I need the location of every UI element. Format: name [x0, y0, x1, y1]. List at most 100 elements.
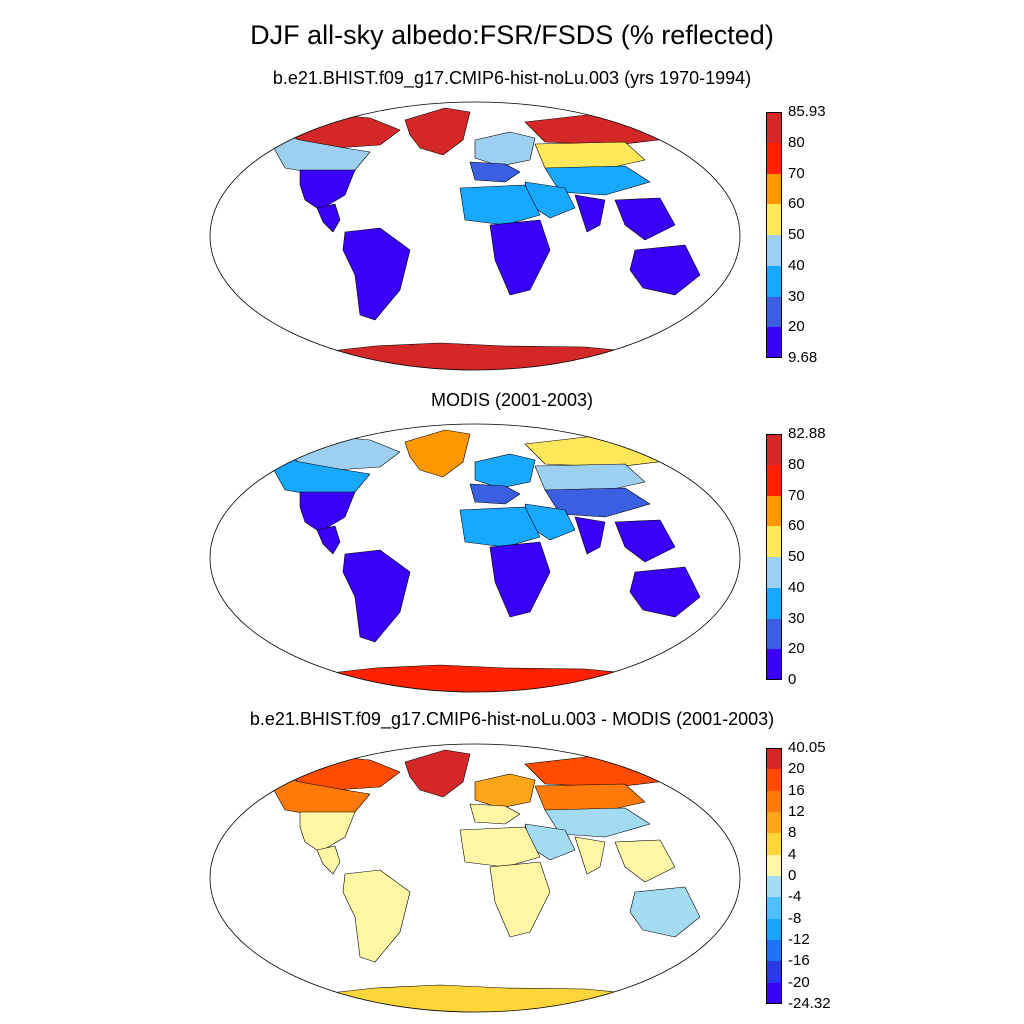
- colorbar-label: 20: [788, 640, 805, 658]
- colorbar-swatch: [766, 649, 782, 680]
- colorbar-swatch: [766, 854, 782, 876]
- region-southeast-asia: [614, 197, 676, 241]
- map-border: [209, 743, 741, 1013]
- colorbar-swatch: [766, 142, 782, 174]
- colorbar-swatch: [766, 790, 782, 812]
- region-southeast-asia: [614, 839, 676, 883]
- region-europe-north: [474, 453, 536, 489]
- colorbar-swatch: [766, 526, 782, 557]
- region-europe-south: [469, 483, 521, 505]
- colorbar-label: 80: [788, 455, 805, 473]
- region-russia-south: [534, 141, 646, 171]
- colorbar-swatch: [766, 265, 782, 297]
- region-russia-north: [524, 435, 676, 468]
- panel-1-colorbar: 85.93 80 70 60 50 40 30 20 9.68: [766, 103, 846, 366]
- colorbar-swatch: [766, 897, 782, 919]
- region-antarctica: [302, 984, 648, 1012]
- region-europe-south: [469, 161, 521, 183]
- region-africa-south: [489, 861, 551, 938]
- colorbar-label: 20: [788, 318, 805, 336]
- colorbar-label: 70: [788, 164, 805, 182]
- panel-2-colorbar: 82.88 80 70 60 50 40 30 20 0: [766, 425, 846, 688]
- colorbar-swatch: [766, 204, 782, 235]
- colorbar-swatch: [766, 812, 782, 834]
- colorbar-label: -8: [788, 909, 802, 927]
- region-africa-north: [459, 506, 541, 548]
- colorbar-frame: [766, 748, 782, 1004]
- region-russia-north: [524, 755, 676, 788]
- colorbar-swatch: [766, 112, 782, 143]
- colorbar-swatch: [766, 876, 782, 898]
- colorbar-label: 40.05: [788, 739, 826, 756]
- colorbar-swatch: [766, 961, 782, 983]
- colorbar-label: 16: [788, 781, 805, 799]
- panel-1-subtitle: b.e21.BHIST.f09_g17.CMIP6-hist-noLu.003 …: [272, 68, 752, 88]
- region-russia-south: [534, 783, 646, 813]
- region-north-america-south: [299, 491, 356, 533]
- colorbar-swatch: [766, 982, 782, 1004]
- panel-3-colorbar: 40.05 20 16 12 8 4 0 -4 -8 -12 -16 -20 -24.32: [766, 739, 846, 1012]
- panel-1-map: [209, 101, 741, 371]
- colorbar-label: 9.68: [788, 349, 818, 366]
- region-south-america: [342, 227, 411, 321]
- colorbar-label: 20: [788, 760, 805, 778]
- region-north-america-south: [299, 169, 356, 211]
- colorbar-swatch: [766, 173, 782, 205]
- map-border: [209, 423, 741, 693]
- colorbar-swatch: [766, 618, 782, 650]
- region-africa-north: [459, 184, 541, 226]
- region-europe-north: [474, 773, 536, 809]
- region-africa-north: [459, 826, 541, 868]
- colorbar-label: 80: [788, 133, 805, 151]
- colorbar-swatch: [766, 464, 782, 496]
- colorbar-label: 60: [788, 195, 805, 213]
- region-india: [574, 516, 606, 555]
- colorbar-label: -16: [788, 952, 810, 970]
- colorbar-label: -24.32: [788, 995, 831, 1012]
- colorbar-label: 4: [788, 845, 797, 863]
- region-europe-south: [469, 803, 521, 825]
- colorbar-frame: [766, 434, 782, 680]
- region-greenland: [404, 749, 471, 798]
- map-border: [209, 101, 741, 371]
- colorbar-swatch: [766, 748, 782, 770]
- colorbar-label: -20: [788, 973, 810, 991]
- region-greenland: [404, 429, 471, 478]
- colorbar-label: 85.93: [788, 103, 826, 120]
- colorbar-label: 30: [788, 609, 805, 627]
- region-australia: [629, 244, 701, 296]
- region-southeast-asia: [614, 519, 676, 563]
- colorbar-label: 40: [788, 256, 805, 274]
- region-south-america: [342, 549, 411, 643]
- region-russia-south: [534, 463, 646, 493]
- figure-title: DJF all-sky albedo:FSR/FSDS (% reflected…: [250, 20, 774, 50]
- colorbar-label: 8: [788, 824, 797, 842]
- panel-2-subtitle: MODIS (2001-2003): [430, 390, 594, 410]
- region-north-america-south: [299, 811, 356, 853]
- colorbar-swatch: [766, 557, 782, 588]
- colorbar-label: 82.88: [788, 425, 826, 442]
- colorbar-frame: [766, 112, 782, 358]
- colorbar-swatch: [766, 235, 782, 266]
- region-central-america: [316, 845, 341, 875]
- colorbar-label: 40: [788, 578, 805, 596]
- panel-3-subtitle: b.e21.BHIST.f09_g17.CMIP6-hist-noLu.003 …: [249, 709, 775, 729]
- region-antarctica: [302, 342, 648, 370]
- region-russia-north: [524, 113, 676, 146]
- region-australia: [629, 886, 701, 938]
- colorbar-label: 50: [788, 548, 805, 565]
- colorbar-swatch: [766, 434, 782, 465]
- region-europe-north: [474, 131, 536, 167]
- colorbar-label: 0: [788, 867, 797, 884]
- region-central-america: [316, 203, 341, 233]
- colorbar-label: 0: [788, 671, 797, 688]
- region-india: [574, 194, 606, 233]
- colorbar-swatch: [766, 833, 782, 855]
- colorbar-label: 50: [788, 226, 805, 243]
- colorbar-swatch: [766, 918, 782, 940]
- panel-3-map: [209, 743, 741, 1013]
- region-africa-south: [489, 541, 551, 618]
- colorbar-swatch: [766, 495, 782, 527]
- colorbar-swatch: [766, 940, 782, 962]
- colorbar-swatch: [766, 769, 782, 791]
